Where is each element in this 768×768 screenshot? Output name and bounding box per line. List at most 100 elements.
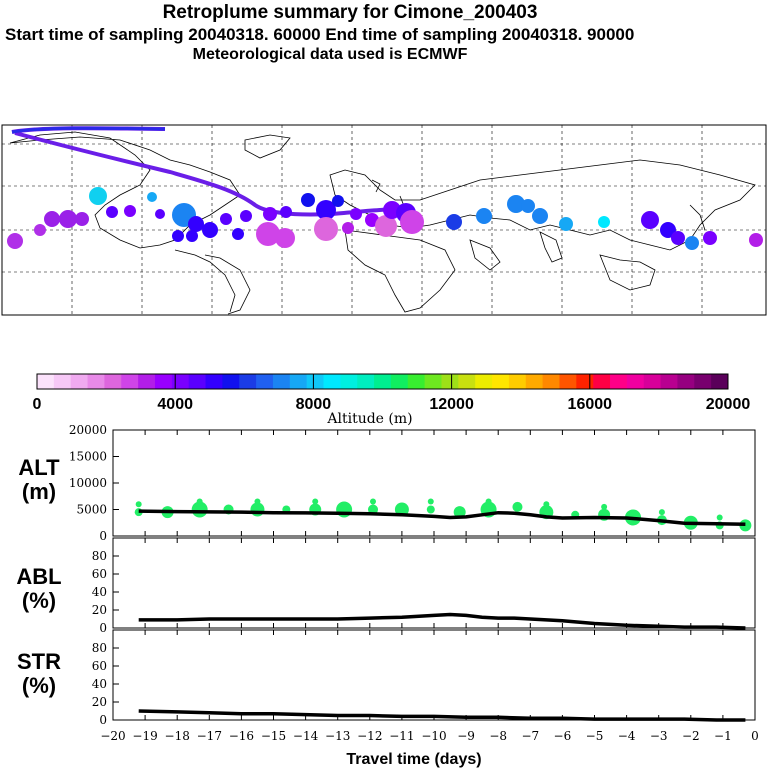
map-cluster-marker — [521, 199, 535, 213]
str-label-bottom: (%) — [21, 673, 57, 698]
map-gridlines — [2, 125, 766, 315]
colorbar-tick-label: 16000 — [568, 396, 613, 413]
colorbar-swatch — [306, 374, 325, 389]
map-cluster-marker — [34, 224, 46, 236]
abl-y-tick-label: 80 — [92, 549, 107, 563]
map-cluster-marker — [671, 231, 685, 245]
time-series-plots: 0 5000 10000 15000 20000 0 20 40 60 80 0 20 40 60 80 −2… — [69, 423, 759, 768]
map-cluster-marker — [240, 210, 252, 222]
colorbar-swatch — [441, 374, 459, 389]
x-tick-label: −5 — [586, 729, 604, 743]
alt-cluster-point — [427, 498, 434, 505]
x-tick-label: −17 — [197, 729, 222, 743]
colorbar-swatch — [171, 374, 190, 389]
str-panel-label: STR (%) — [8, 650, 70, 698]
alt-cluster-point — [196, 498, 203, 505]
map-cluster-markers — [7, 187, 763, 250]
chart-title: Retroplume summary for Cimone_200403 — [162, 2, 538, 23]
x-tick-label: −12 — [357, 729, 382, 743]
x-tick-label: −4 — [618, 729, 636, 743]
map-cluster-marker — [507, 195, 525, 213]
colorbar-swatch — [53, 374, 72, 389]
x-tick-label: −9 — [457, 729, 475, 743]
map-cluster-marker — [641, 211, 659, 229]
x-tick-label: 0 — [751, 729, 759, 743]
abl-y-tick-label: 20 — [92, 603, 107, 617]
map-cluster-marker — [106, 206, 118, 218]
x-tick-label: −11 — [389, 729, 414, 743]
colorbar-tick-label: 4000 — [157, 396, 193, 413]
abl-label-top: ABL — [16, 564, 62, 589]
str-y-tick-label: 60 — [92, 659, 107, 673]
x-axis-label: Travel time (days) — [346, 751, 481, 768]
sampling-times: Start time of sampling 20040318. 60000 E… — [5, 25, 635, 44]
alt-y-tick-label: 10000 — [69, 476, 107, 490]
map-cluster-marker — [660, 222, 676, 238]
map-cluster-marker — [147, 192, 157, 202]
abl-y-tick-label: 0 — [99, 621, 107, 635]
abl-y-tick-label: 60 — [92, 567, 107, 581]
alt-cluster-point — [254, 498, 261, 505]
colorbar-swatch — [610, 374, 628, 389]
x-tick-label: −16 — [229, 729, 254, 743]
map-cluster-marker — [275, 228, 295, 248]
alt-cluster-point — [716, 514, 723, 521]
met-data-note: Meteorological data used is ECMWF — [192, 46, 468, 63]
alt-panel-label: ALT (m) — [8, 456, 70, 504]
x-tick-label: −18 — [165, 729, 190, 743]
alt-cluster-point — [312, 498, 319, 505]
abl-y-tick-label: 40 — [92, 585, 107, 599]
colorbar-swatch — [542, 374, 560, 389]
colorbar-swatch — [222, 374, 240, 389]
colorbar-swatch — [70, 374, 89, 389]
colorbar-swatch — [289, 374, 308, 389]
map-cluster-marker — [172, 230, 184, 242]
colorbar-swatch — [475, 374, 493, 389]
abl-panel-label: ABL (%) — [8, 565, 70, 613]
map-cluster-marker — [598, 216, 610, 228]
abl-label-bottom: (%) — [21, 588, 57, 613]
colorbar-swatch — [458, 374, 476, 389]
colorbar-tick-label: 0 — [33, 396, 42, 413]
colorbar-swatch — [374, 374, 392, 389]
map-cluster-marker — [89, 187, 107, 205]
map-cluster-marker — [703, 231, 717, 245]
x-tick-label: −2 — [682, 729, 700, 743]
x-tick-label: −13 — [325, 729, 350, 743]
colorbar-swatch — [559, 374, 577, 389]
colorbar-swatch — [138, 374, 156, 389]
x-tick-label: −15 — [261, 729, 286, 743]
map-cluster-marker — [400, 210, 424, 234]
alt-cluster-point — [426, 505, 435, 514]
colorbar-swatch — [711, 374, 729, 389]
map-cluster-marker — [59, 210, 77, 228]
altitude-colorbar: 0 4000 8000 12000 16000 20000 — [33, 373, 751, 413]
colorbar-swatch — [104, 374, 122, 389]
map-cluster-marker — [532, 208, 548, 224]
alt-cluster-point — [453, 506, 466, 519]
colorbar-swatch — [660, 374, 678, 389]
map-cluster-marker — [316, 200, 336, 220]
colorbar-swatch — [188, 374, 207, 389]
map-cluster-marker — [7, 233, 23, 249]
map-cluster-marker — [350, 208, 362, 220]
map-cluster-marker — [202, 222, 218, 238]
map-cluster-marker — [75, 212, 89, 226]
map-cluster-marker — [342, 222, 354, 234]
colorbar-swatch — [576, 374, 594, 389]
alt-cluster-point — [543, 501, 550, 508]
map-cluster-marker — [476, 208, 492, 224]
x-tick-label: −8 — [489, 729, 507, 743]
alt-label-bottom: (m) — [21, 479, 57, 504]
map-cluster-marker — [186, 230, 198, 242]
colorbar-swatch — [525, 374, 544, 389]
colorbar-tick-label: 8000 — [296, 396, 332, 413]
str-y-tick-label: 0 — [99, 713, 107, 727]
colorbar-tick-label: 20000 — [706, 396, 751, 413]
abl-panel: 0 20 40 60 80 — [92, 537, 756, 635]
alt-y-tick-label: 15000 — [69, 450, 107, 464]
alt-y-tick-label: 0 — [99, 529, 107, 543]
colorbar-swatch — [37, 374, 55, 389]
